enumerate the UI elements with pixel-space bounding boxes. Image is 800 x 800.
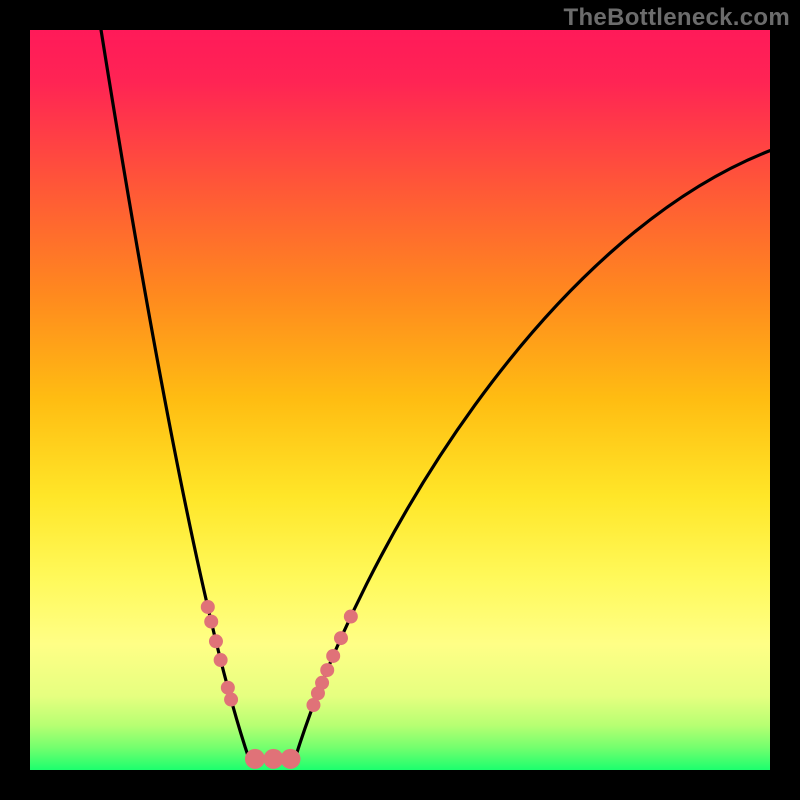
data-marker [214, 653, 228, 667]
data-marker [245, 749, 265, 769]
stage: TheBottleneck.com [0, 0, 800, 800]
data-marker [221, 681, 235, 695]
data-marker [224, 693, 238, 707]
data-marker [344, 610, 358, 624]
data-marker [201, 600, 215, 614]
data-marker [263, 749, 283, 769]
data-marker [326, 649, 340, 663]
watermark-text: TheBottleneck.com [564, 4, 790, 32]
data-marker [209, 634, 223, 648]
data-marker [280, 749, 300, 769]
data-marker [204, 615, 218, 629]
bottleneck-curve [30, 30, 770, 770]
data-marker [334, 631, 348, 645]
data-marker [306, 698, 320, 712]
data-marker [320, 663, 334, 677]
chart-area [30, 30, 770, 770]
